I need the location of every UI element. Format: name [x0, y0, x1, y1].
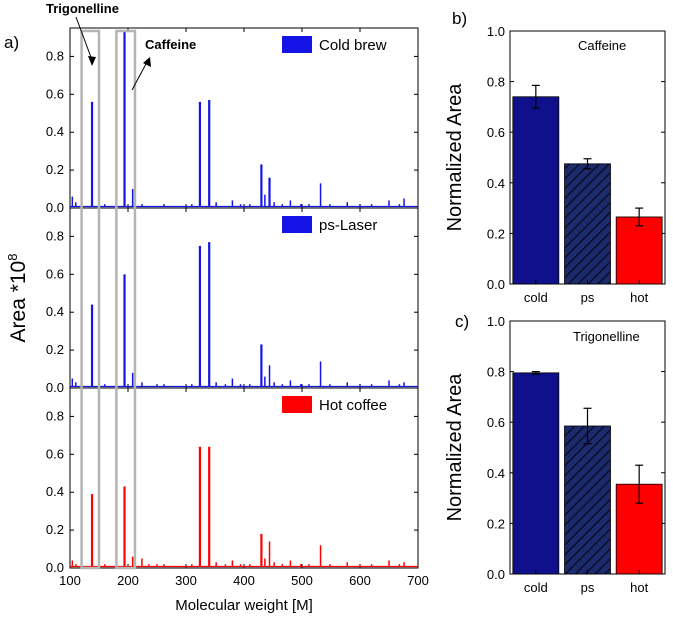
y-tick-label: 0.2 [487, 226, 505, 241]
y-tick-label: 0.8 [487, 75, 505, 90]
y-tick-label: 0.4 [46, 124, 64, 139]
x-tick-label: 100 [59, 573, 81, 588]
x-tick-label-hot: hot [630, 580, 648, 595]
y-axis-title-superscript: 8 [5, 254, 20, 261]
spectrum-frame [69, 387, 419, 569]
y-tick-label: 0.4 [46, 484, 64, 499]
y-tick-label: 0.2 [46, 162, 64, 177]
y-axis-title-text: Area *10 [7, 261, 30, 343]
trigonelline-annotation: Trigonelline [46, 1, 119, 16]
x-tick-label-cold: cold [524, 290, 548, 305]
legend-label: ps-Laser [319, 217, 377, 234]
y-tick-label: 0.8 [46, 228, 64, 243]
x-tick-label-ps: ps [581, 580, 595, 595]
y-tick-label: 0.0 [46, 200, 64, 215]
y-tick-label: 0.0 [487, 567, 505, 582]
y-tick-label: 0.2 [46, 342, 64, 357]
y-tick-label: 0.4 [487, 466, 505, 481]
y-tick-label: 0.0 [46, 380, 64, 395]
y-tick-label: 0.4 [46, 304, 64, 319]
bar-ps [564, 425, 611, 575]
x-tick-label: 400 [233, 573, 255, 588]
x-axis-title: Molecular weight [M] [175, 597, 313, 614]
legend-swatch [282, 216, 312, 233]
x-tick-label: 500 [291, 573, 313, 588]
y-tick-label: 0.8 [487, 365, 505, 380]
x-tick-label-ps: ps [581, 290, 595, 305]
y-tick-label: 0.8 [46, 48, 64, 63]
y-tick-label: 0.6 [46, 446, 64, 461]
y-tick-label: 0.6 [46, 86, 64, 101]
panel-a-label: a) [4, 33, 19, 52]
legend-swatch [282, 396, 312, 413]
spectrum-frame [69, 207, 419, 389]
x-tick-label-cold: cold [524, 580, 548, 595]
panel-c-trigonelline-bar-chart: c) 0.0 0.2 0.4 0.6 0.8 1.0 cold ps hot Trigonellin… [444, 312, 666, 595]
y-tick-label: 0.2 [487, 516, 505, 531]
y-tick-label: 0.6 [46, 266, 64, 281]
bar-cold [512, 372, 560, 575]
y-tick-label: 0.2 [46, 522, 64, 537]
panel-label: c) [455, 312, 469, 331]
y-tick-label: 0.0 [487, 277, 505, 292]
bar-cold [512, 96, 560, 285]
x-tick-label: 200 [117, 573, 139, 588]
x-tick-label-hot: hot [630, 290, 648, 305]
legend-label: Cold brew [319, 37, 387, 54]
legend-swatch [282, 36, 312, 53]
y-axis-title: Normalized Area [444, 83, 466, 232]
y-tick-label: 1.0 [487, 24, 505, 39]
panel-label: b) [452, 9, 467, 28]
trigonelline-arrow [75, 16, 93, 61]
x-tick-label: 300 [175, 573, 197, 588]
y-axis-title: Area *108 [5, 254, 30, 343]
caffeine-annotation: Caffeine [145, 37, 196, 52]
y-tick-label: 0.4 [487, 176, 505, 191]
spectrum-frame [69, 27, 419, 209]
x-tick-label: 600 [349, 573, 371, 588]
trigonelline-arrowhead [88, 56, 96, 66]
y-tick-label: 0.0 [46, 560, 64, 575]
x-tick-label: 700 [407, 573, 429, 588]
y-axis-title: Normalized Area [444, 373, 466, 522]
y-tick-label: 0.8 [46, 408, 64, 423]
trigonelline-highlight-box [80, 29, 101, 570]
caffeine-arrow [131, 61, 148, 91]
panel-b-caffeine-bar-chart: b) 0.0 0.2 0.4 0.6 0.8 1.0 cold ps hot Caffeine Nor… [444, 9, 666, 305]
bar-ps [564, 163, 611, 285]
panel-a-mass-spectra: a) 0.0 0.2 0.4 0.6 0.8 Cold brew 0.0 0.2 0.4 0.6 0.… [4, 1, 429, 614]
caffeine-arrowhead [143, 57, 151, 67]
bar-chart-title: Trigonelline [573, 329, 640, 344]
y-tick-label: 0.6 [487, 125, 505, 140]
legend-label: Hot coffee [319, 397, 387, 414]
y-tick-label: 1.0 [487, 314, 505, 329]
bar-hot [615, 216, 663, 285]
y-tick-label: 0.6 [487, 415, 505, 430]
caffeine-highlight-box [115, 29, 137, 570]
bar-chart-title: Caffeine [578, 38, 626, 53]
